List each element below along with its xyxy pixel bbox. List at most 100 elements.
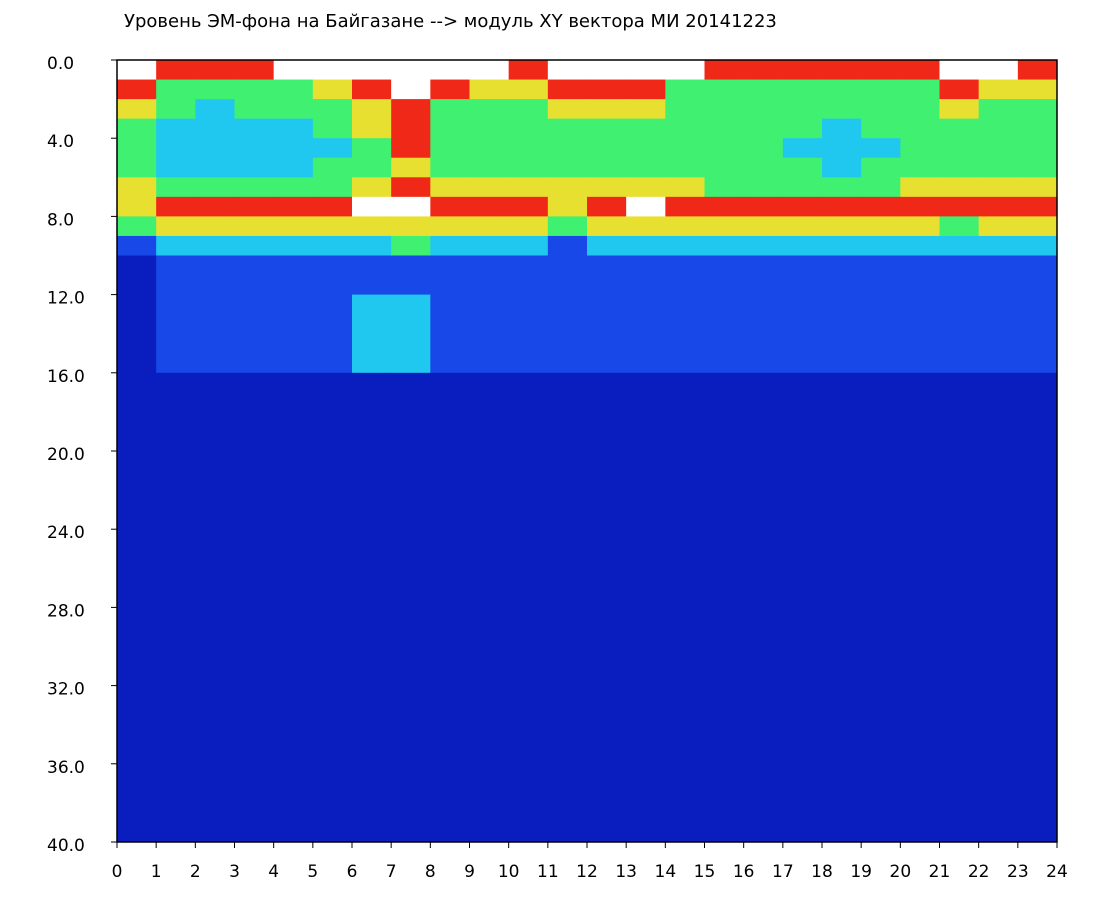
heatmap-cell bbox=[626, 372, 666, 843]
x-tick-label: 12 bbox=[576, 862, 598, 882]
heatmap-cell bbox=[861, 138, 901, 159]
heatmap-cell bbox=[782, 79, 823, 100]
heatmap-cell bbox=[665, 294, 705, 374]
heatmap-cell bbox=[782, 157, 823, 178]
heatmap-cell bbox=[234, 372, 275, 843]
heatmap-cell bbox=[508, 60, 549, 81]
x-tick-label: 22 bbox=[968, 862, 990, 882]
heatmap-cell bbox=[547, 177, 588, 198]
heatmap-cell bbox=[1017, 196, 1058, 217]
heatmap-cell bbox=[782, 99, 823, 120]
heatmap-cell bbox=[861, 372, 901, 843]
heatmap-cell bbox=[743, 196, 784, 217]
heatmap-cell bbox=[822, 79, 862, 100]
heatmap-cell bbox=[195, 196, 235, 217]
heatmap-cell bbox=[822, 60, 862, 81]
heatmap-cell bbox=[1017, 138, 1058, 159]
heatmap-cell bbox=[900, 294, 940, 374]
heatmap-cell bbox=[469, 79, 510, 100]
heatmap-cell bbox=[978, 294, 1019, 374]
heatmap-cell bbox=[117, 235, 157, 256]
heatmap-cell bbox=[469, 372, 510, 843]
heatmap-cell bbox=[352, 60, 392, 81]
heatmap-cell bbox=[273, 138, 314, 159]
heatmap-cell bbox=[704, 196, 745, 217]
heatmap-cell bbox=[508, 79, 549, 100]
heatmap-cell bbox=[900, 138, 940, 159]
heatmap-cell bbox=[782, 235, 823, 256]
heatmap-cell bbox=[626, 138, 666, 159]
heatmap-cell bbox=[822, 177, 862, 198]
heatmap-cell bbox=[939, 255, 980, 296]
x-tick-label: 7 bbox=[386, 862, 397, 882]
heatmap-cell bbox=[547, 79, 588, 100]
heatmap-cell bbox=[626, 216, 666, 237]
heatmap-cell bbox=[665, 79, 705, 100]
heatmap-cell bbox=[900, 157, 940, 178]
heatmap-cell bbox=[469, 99, 510, 120]
heatmap-cell bbox=[469, 235, 510, 256]
heatmap-cell bbox=[587, 255, 627, 296]
heatmap-cell bbox=[430, 60, 470, 81]
heatmap-cell bbox=[782, 60, 823, 81]
heatmap-cell bbox=[391, 294, 431, 374]
y-tick-label: 20.0 bbox=[47, 445, 85, 465]
heatmap-cell bbox=[1017, 372, 1058, 843]
heatmap-cell bbox=[352, 235, 392, 256]
heatmap-cell bbox=[587, 235, 627, 256]
heatmap-cell bbox=[391, 99, 431, 120]
heatmap-cell bbox=[195, 216, 235, 237]
y-tick-label: 24.0 bbox=[47, 523, 85, 543]
heatmap-cell bbox=[156, 372, 196, 843]
heatmap-cell bbox=[547, 372, 588, 843]
heatmap-cell bbox=[782, 118, 823, 139]
heatmap-cell bbox=[704, 157, 745, 178]
heatmap-cell bbox=[469, 216, 510, 237]
heatmap-cell bbox=[508, 372, 549, 843]
heatmap-cell bbox=[352, 138, 392, 159]
heatmap-cell bbox=[469, 177, 510, 198]
heatmap-cell bbox=[665, 196, 705, 217]
heatmap-cell bbox=[587, 157, 627, 178]
heatmap-cell bbox=[861, 99, 901, 120]
heatmap-cell bbox=[469, 255, 510, 296]
heatmap-cell bbox=[234, 118, 275, 139]
heatmap-cell bbox=[234, 216, 275, 237]
y-tick-label: 8.0 bbox=[47, 210, 74, 230]
heatmap-cell bbox=[939, 235, 980, 256]
heatmap-cell bbox=[587, 118, 627, 139]
heatmap-cell bbox=[391, 235, 431, 256]
heatmap-cell bbox=[312, 79, 353, 100]
heatmap-cell bbox=[665, 60, 705, 81]
heatmap-cell bbox=[508, 157, 549, 178]
heatmap-cell bbox=[352, 157, 392, 178]
heatmap-cell bbox=[704, 235, 745, 256]
heatmap-cell bbox=[508, 255, 549, 296]
heatmap-cell bbox=[117, 157, 157, 178]
heatmap-cell bbox=[900, 196, 940, 217]
heatmap-cell bbox=[900, 60, 940, 81]
heatmap-cell bbox=[352, 255, 392, 296]
heatmap-cell bbox=[978, 79, 1019, 100]
heatmap-cell bbox=[195, 118, 235, 139]
x-tick-label: 15 bbox=[694, 862, 716, 882]
x-tick-label: 8 bbox=[425, 862, 436, 882]
x-tick-label: 17 bbox=[772, 862, 794, 882]
heatmap-cell bbox=[782, 255, 823, 296]
heatmap-cell bbox=[430, 99, 470, 120]
heatmap-cell bbox=[391, 255, 431, 296]
heatmap-cell bbox=[352, 177, 392, 198]
heatmap-cell bbox=[312, 255, 353, 296]
heatmap-cell bbox=[430, 235, 470, 256]
heatmap-cell bbox=[939, 177, 980, 198]
heatmap-cell bbox=[665, 216, 705, 237]
x-tick-label: 11 bbox=[537, 862, 559, 882]
heatmap-cell bbox=[195, 79, 235, 100]
heatmap-cell bbox=[822, 157, 862, 178]
heatmap-cell bbox=[900, 216, 940, 237]
heatmap-cell bbox=[312, 235, 353, 256]
heatmap-cell bbox=[156, 79, 196, 100]
x-tick-label: 3 bbox=[229, 862, 240, 882]
heatmap-cell bbox=[587, 177, 627, 198]
